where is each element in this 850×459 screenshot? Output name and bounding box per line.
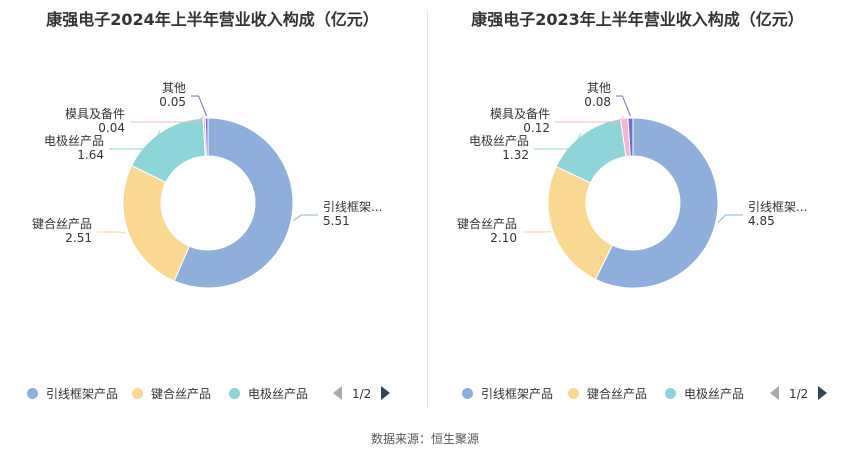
legend-item-lead-frame[interactable]: 引线框架产品	[27, 384, 118, 404]
slice-label-name-1: 键合丝产品	[32, 216, 92, 231]
legend-label: 电极丝产品	[684, 387, 745, 401]
legend-item-bonding-wire[interactable]: 键合丝产品	[132, 384, 211, 404]
slice-label-name-3: 模具及备件	[490, 107, 550, 121]
legend-label: 引线框架产品	[46, 387, 119, 401]
leader-line-4	[191, 95, 208, 117]
legend-item-electrode-wire[interactable]: 电极丝产品	[665, 384, 744, 404]
legend-label: 电极丝产品	[248, 387, 309, 401]
leader-line-3	[130, 115, 205, 123]
legend-pager: 1/2	[770, 384, 828, 404]
chart-legend: 引线框架产品 键合丝产品 电极丝产品 1/2	[0, 384, 425, 404]
legend-label: 键合丝产品	[151, 387, 212, 401]
pager-prev-arrow-icon[interactable]	[770, 386, 779, 400]
pager-next-arrow-icon[interactable]	[381, 386, 391, 400]
leader-line-1	[97, 231, 127, 234]
data-source-note: 数据来源：恒生聚源	[370, 432, 479, 446]
chart-panel-2024: 康强电子2024年上半年营业收入构成（亿元） 引线框架... 5.51 键合丝产品 2…	[0, 0, 425, 420]
pie-slice-0[interactable]	[594, 117, 719, 289]
legend-dot	[665, 388, 676, 399]
legend-item-electrode-wire[interactable]: 电极丝产品	[229, 384, 308, 404]
pie-slice-1[interactable]	[547, 165, 613, 280]
slice-label-value-4: 0.08	[584, 95, 611, 109]
legend-item-bonding-wire[interactable]: 键合丝产品	[568, 384, 647, 404]
leader-line-3	[555, 116, 625, 123]
legend-label: 引线框架产品	[481, 387, 554, 401]
slice-label-name-4: 其他	[162, 81, 186, 95]
chart-title: 康强电子2023年上半年营业收入构成（亿元）	[471, 10, 804, 29]
leader-line-2	[109, 130, 161, 150]
pager-prev-arrow-icon[interactable]	[333, 386, 342, 400]
pager-text: 1/2	[789, 387, 809, 401]
chart-panel-2023: 康强电子2023年上半年营业收入构成（亿元） 引线框架... 4.85 键合丝产品 2…	[425, 0, 850, 420]
slice-label-name-1: 键合丝产品	[457, 216, 517, 231]
pager-text: 1/2	[352, 387, 372, 401]
legend-dot	[132, 388, 143, 399]
panel-divider	[427, 10, 428, 408]
slice-label-value-4: 0.05	[159, 95, 186, 109]
slice-label-name-2: 电极丝产品	[44, 134, 104, 148]
chart-legend: 引线框架产品 键合丝产品 电极丝产品 1/2	[425, 384, 850, 404]
leader-line-4	[616, 95, 631, 117]
leader-line-2	[534, 132, 582, 150]
slice-label-value-2: 1.32	[502, 148, 529, 162]
slice-label-name-4: 其他	[587, 81, 611, 95]
leader-line-0	[717, 214, 743, 224]
legend-label: 键合丝产品	[587, 387, 648, 401]
slice-label-value-3: 0.12	[523, 121, 550, 135]
slice-label-name-0: 引线框架...	[323, 200, 382, 214]
pie-slice-4[interactable]	[627, 117, 634, 157]
legend-dot	[462, 388, 473, 399]
pie-slice-1[interactable]	[122, 164, 190, 282]
slice-label-value-0: 4.85	[748, 214, 775, 228]
slice-label-name-2: 电极丝产品	[469, 134, 529, 148]
pie-slice-4[interactable]	[204, 117, 209, 157]
slice-label-value-0: 5.51	[323, 214, 350, 228]
leader-line-0	[292, 214, 318, 222]
slice-label-name-3: 模具及备件	[65, 107, 125, 121]
pager-next-arrow-icon[interactable]	[818, 386, 828, 400]
slice-label-value-1: 2.51	[65, 231, 92, 245]
slice-label-name-0: 引线框架...	[748, 200, 807, 214]
chart-title: 康强电子2024年上半年营业收入构成（亿元）	[46, 10, 379, 29]
legend-dot	[229, 388, 240, 399]
legend-pager: 1/2	[333, 384, 391, 404]
legend-dot	[568, 388, 579, 399]
legend-dot	[27, 388, 38, 399]
slice-label-value-3: 0.04	[98, 121, 125, 135]
pie-slice-0[interactable]	[173, 117, 294, 289]
slice-label-value-1: 2.10	[490, 231, 517, 245]
slice-label-value-2: 1.64	[77, 148, 104, 162]
legend-item-lead-frame[interactable]: 引线框架产品	[462, 384, 553, 404]
